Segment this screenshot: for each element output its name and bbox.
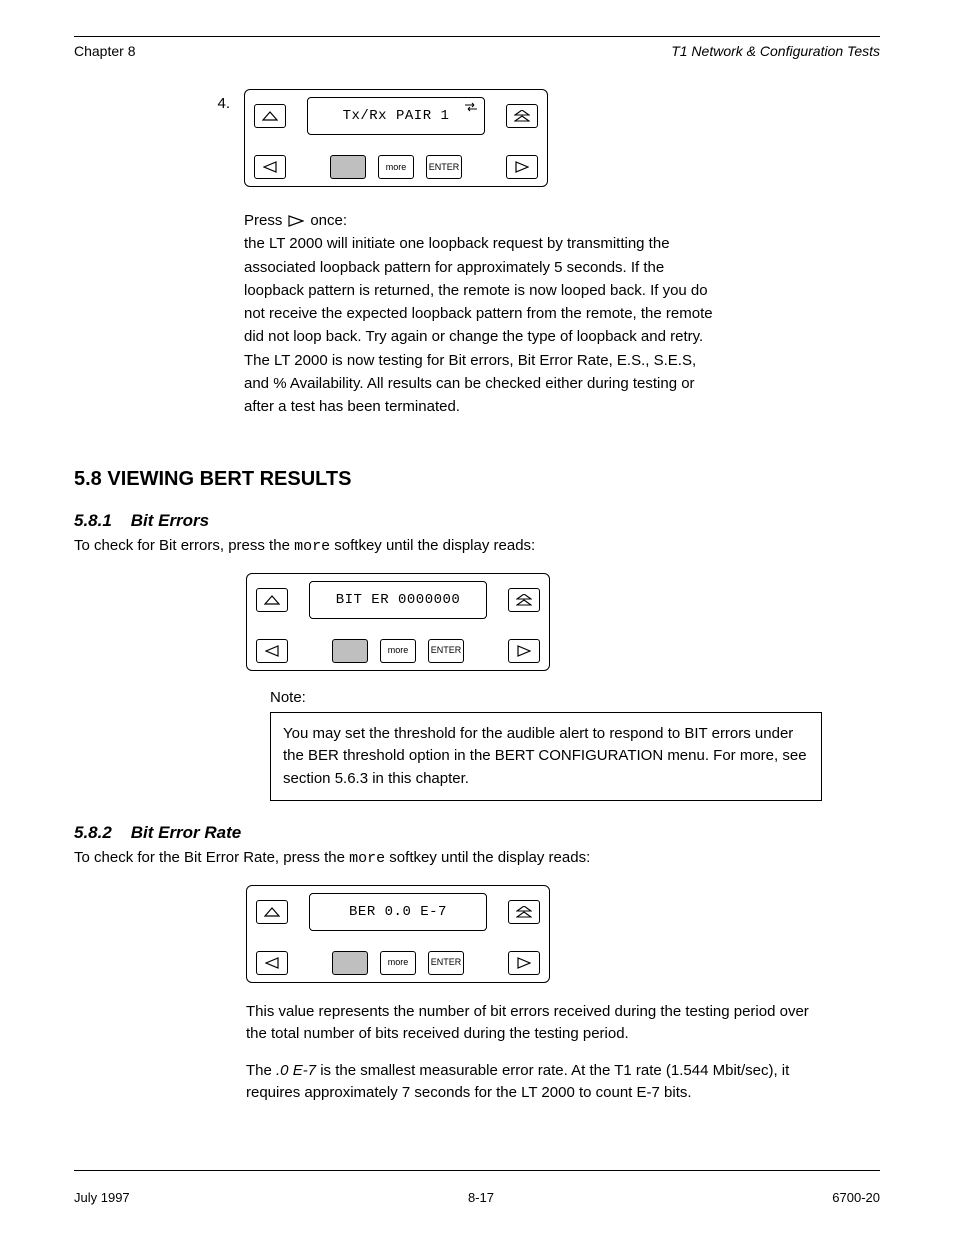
device-panel: BER 0.0 E-7 more ENTER (246, 885, 550, 983)
s582-code: more (349, 850, 385, 867)
device-panel: Tx/Rx PAIR 1 (244, 89, 548, 187)
step-number: 4. (204, 89, 230, 112)
header-title: T1 Network & Configuration Tests (671, 43, 880, 59)
step4-para-6: and % Availability. All results can be c… (244, 372, 713, 395)
step4-line1-prefix: Press (244, 209, 282, 232)
s582-post: softkey until the display reads: (385, 849, 590, 866)
softkey-c[interactable]: ENTER (426, 155, 462, 179)
section-581-num: 5.8.1 (74, 511, 112, 530)
up-button[interactable] (256, 588, 288, 612)
note-box: You may set the threshold for the audibl… (270, 712, 822, 802)
section-582-title: Bit Error Rate (131, 823, 242, 842)
lcd-display: Tx/Rx PAIR 1 (307, 97, 485, 135)
left-button[interactable] (256, 639, 288, 663)
up-button[interactable] (256, 900, 288, 924)
s582-pre: To check for the Bit Error Rate, press t… (74, 849, 349, 866)
footer-right: 6700-20 (832, 1190, 880, 1205)
left-button[interactable] (256, 951, 288, 975)
lcd-display: BIT ER 0000000 (309, 581, 487, 619)
loopback-icon (464, 101, 478, 113)
section-582-num: 5.8.2 (74, 823, 112, 842)
section-581-title: Bit Errors (131, 511, 209, 530)
lcd-text: BIT ER 0000000 (336, 592, 461, 608)
softkey-a[interactable] (332, 951, 368, 975)
post-582-p1: This value represents the number of bit … (246, 1001, 822, 1046)
post-582-p2-pre: The (246, 1062, 276, 1079)
chapter-label: Chapter 8 (74, 43, 135, 59)
softkey-c[interactable]: ENTER (428, 951, 464, 975)
footer-center: 8-17 (468, 1190, 494, 1205)
softkey-c[interactable]: ENTER (428, 639, 464, 663)
post-582-p2-ital: .0 E-7 (276, 1062, 316, 1079)
left-button[interactable] (254, 155, 286, 179)
step4-para-0: the LT 2000 will initiate one loopback r… (244, 232, 713, 255)
softkey-b[interactable]: more (378, 155, 414, 179)
double-up-button[interactable] (508, 588, 540, 612)
lcd-display: BER 0.0 E-7 (309, 893, 487, 931)
softkey-a[interactable] (330, 155, 366, 179)
right-arrow-icon (288, 215, 304, 227)
s581-pre: To check for Bit errors, press the (74, 537, 294, 554)
right-button[interactable] (506, 155, 538, 179)
step4-para-2: loopback pattern is returned, the remote… (244, 279, 713, 302)
step4-para-4: did not loop back. Try again or change t… (244, 325, 713, 348)
double-up-button[interactable] (506, 104, 538, 128)
device-panel: BIT ER 0000000 more ENTER (246, 573, 550, 671)
double-up-button[interactable] (508, 900, 540, 924)
step4-para-7: after a test has been terminated. (244, 395, 713, 418)
s581-post: softkey until the display reads: (330, 537, 535, 554)
step4-para-5: The LT 2000 is now testing for Bit error… (244, 349, 713, 372)
softkey-b[interactable]: more (380, 951, 416, 975)
softkey-b[interactable]: more (380, 639, 416, 663)
lcd-text: BER 0.0 E-7 (349, 904, 447, 920)
right-button[interactable] (508, 639, 540, 663)
step4-para-3: not receive the expected loopback patter… (244, 302, 713, 325)
s581-code: more (294, 538, 330, 555)
section-5-8-title: 5.8 VIEWING BERT RESULTS (74, 468, 880, 491)
footer-left: July 1997 (74, 1190, 130, 1205)
note-label: Note: (270, 689, 880, 706)
post-582-p2-post: is the smallest measurable error rate. A… (246, 1062, 789, 1102)
step4-line1-suffix: once: (310, 209, 347, 232)
up-button[interactable] (254, 104, 286, 128)
right-button[interactable] (508, 951, 540, 975)
lcd-text: Tx/Rx PAIR 1 (343, 108, 450, 124)
step4-para-1: associated loopback pattern for approxim… (244, 256, 713, 279)
softkey-a[interactable] (332, 639, 368, 663)
